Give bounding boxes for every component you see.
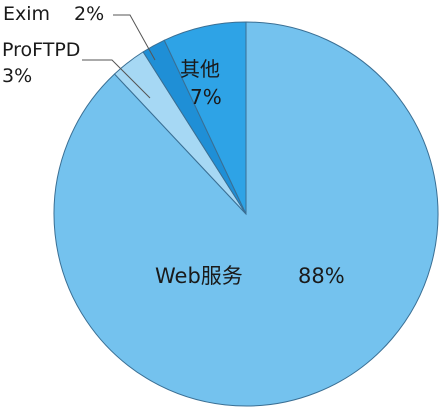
leader-line-proftpd xyxy=(82,59,151,99)
pie-slices xyxy=(53,21,439,407)
slice-label-exim: Exim xyxy=(3,3,50,25)
leader-line-exim xyxy=(113,14,156,61)
leader-lines xyxy=(82,14,156,99)
slice-label-web: Web服务 xyxy=(155,264,243,288)
slice-value-exim: 2% xyxy=(74,3,104,25)
pie-slice-other xyxy=(163,21,247,215)
slice-label-proftpd: ProFTPD xyxy=(2,39,80,61)
slice-value-other: 7% xyxy=(190,85,222,109)
slice-value-proftpd: 3% xyxy=(2,65,32,87)
slice-label-other: 其他 xyxy=(180,57,220,81)
slice-value-web: 88% xyxy=(298,264,345,288)
